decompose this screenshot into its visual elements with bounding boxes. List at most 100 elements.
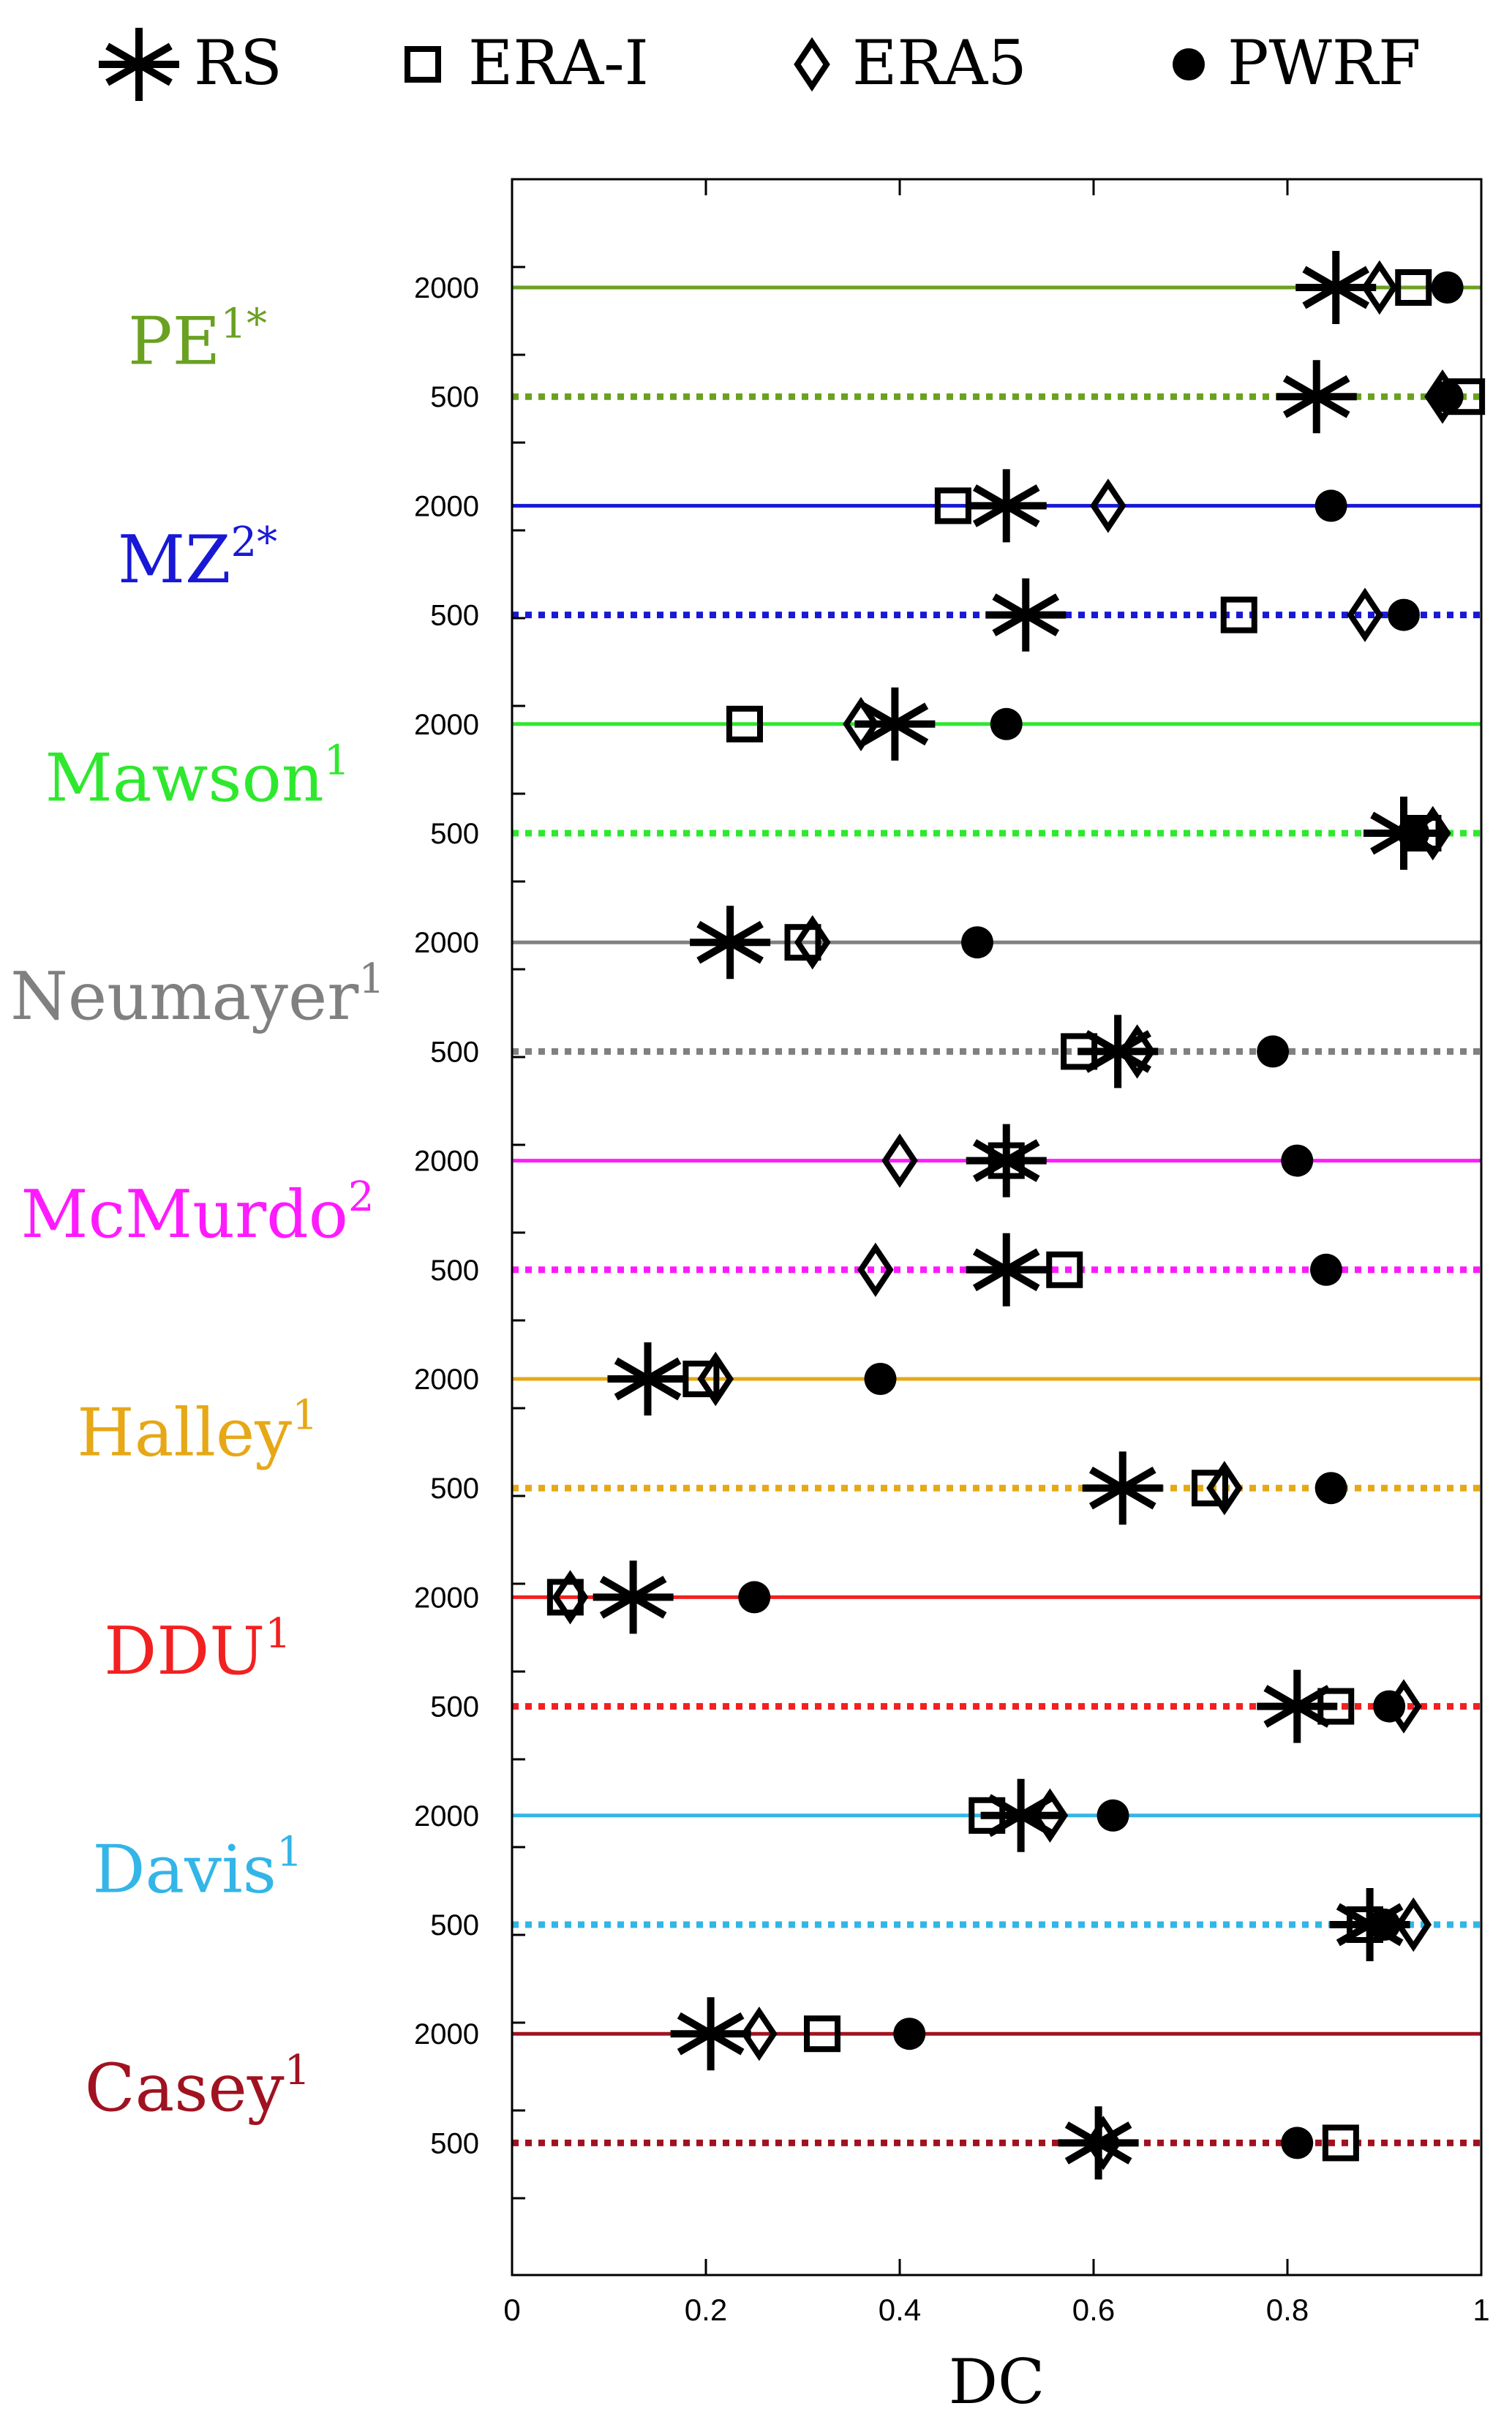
legend-item-rs: RS: [99, 27, 282, 101]
point-mcmurdo-500-era5: [857, 1242, 894, 1298]
plot-frame: [511, 178, 1483, 2277]
level-label: 500: [430, 1473, 479, 1505]
point-pe-500-pwrf: [1431, 380, 1464, 413]
legend-label-era-i: ERA-I: [468, 27, 649, 99]
point-pe-2000-rs: [1295, 251, 1377, 324]
legend-marker-era5: [794, 37, 830, 92]
point-halley-500-era-i: [1192, 1470, 1228, 1507]
point-ddu-2000-era5: [552, 1570, 589, 1625]
point-mz-2000-era-i: [934, 487, 971, 525]
point-mcmurdo-2000-rs: [966, 1124, 1047, 1198]
station-label-halley: Halley1: [77, 1392, 317, 1472]
station-label-mz: MZ2*: [118, 519, 277, 598]
station-label-mawson: Mawson1: [45, 737, 350, 816]
point-halley-500-rs: [1082, 1451, 1163, 1525]
point-casey-2000-rs: [670, 1997, 751, 2071]
x-axis-label: DC: [949, 2346, 1045, 2418]
point-casey-2000-era-i: [804, 2015, 840, 2053]
station-label-neumayer: Neumayer1: [10, 955, 385, 1035]
level-label: 2000: [414, 2018, 479, 2050]
point-pe-500-rs: [1276, 360, 1357, 434]
point-neumayer-2000-pwrf: [961, 926, 993, 959]
point-halley-2000-pwrf: [864, 1363, 897, 1395]
x-tick-label: 0.8: [1266, 2293, 1309, 2327]
point-neumayer-2000-rs: [690, 906, 771, 980]
level-label: 500: [430, 1036, 479, 1068]
point-neumayer-500-rs: [1077, 1015, 1159, 1089]
point-davis-500-pwrf: [1368, 1909, 1401, 1941]
point-mcmurdo-500-era-i: [1046, 1251, 1083, 1288]
x-axis: 0 0.2 0.4 0.6 0.8 1 DC: [503, 179, 1490, 2418]
point-mcmurdo-500-rs: [966, 1233, 1047, 1307]
level-label: 500: [430, 1909, 479, 1941]
legend-label-pwrf: PWRF: [1227, 27, 1421, 99]
point-davis-500-era5: [1395, 1897, 1432, 1952]
level-label: 2000: [414, 927, 479, 959]
point-pe-2000-era-i: [1395, 269, 1432, 306]
x-tick-label: 0: [503, 2293, 520, 2327]
legend-item-pwrf: PWRF: [1173, 27, 1421, 99]
level-label: 2000: [414, 490, 479, 522]
point-mz-500-era-i: [1220, 596, 1257, 633]
point-mawson-500-pwrf: [1397, 817, 1430, 849]
point-mz-500-pwrf: [1388, 598, 1420, 631]
point-casey-2000-pwrf: [893, 2018, 926, 2050]
point-mz-500-era5: [1347, 587, 1383, 642]
point-ddu-500-rs: [1257, 1669, 1338, 1743]
level-label: 2000: [414, 1364, 479, 1396]
level-label: 2000: [414, 1582, 479, 1614]
point-mz-2000-era5: [1090, 478, 1127, 533]
point-halley-2000-era-i: [682, 1361, 720, 1397]
plot-border: [511, 178, 1483, 2277]
point-mawson-2000-rs: [854, 687, 936, 761]
point-ddu-2000-pwrf: [738, 1581, 771, 1614]
point-casey-500-pwrf: [1281, 2127, 1314, 2159]
point-neumayer-500-era5: [1118, 1024, 1156, 1079]
point-halley-500-pwrf: [1314, 1472, 1347, 1505]
legend: RS ERA-I ERA5 PWRF: [99, 27, 1421, 101]
level-label: 2000: [414, 1800, 479, 1832]
point-halley-2000-era5: [697, 1351, 734, 1407]
point-mz-500-rs: [985, 578, 1067, 652]
point-casey-500-era5: [1085, 2116, 1122, 2170]
point-neumayer-2000-era5: [794, 914, 831, 970]
level-label: 2000: [414, 709, 479, 741]
point-casey-500-rs: [1058, 2106, 1139, 2180]
point-ddu-2000-rs: [593, 1560, 674, 1634]
point-mawson-2000-era-i: [726, 705, 763, 742]
level-label: 500: [430, 2127, 479, 2159]
x-tick-label: 1: [1472, 2293, 1489, 2327]
level-label: 500: [430, 1691, 479, 1723]
point-mcmurdo-2000-pwrf: [1281, 1144, 1314, 1177]
point-halley-500-era5: [1206, 1460, 1243, 1516]
legend-marker-pwrf: [1173, 48, 1205, 80]
point-mcmurdo-2000-era5: [881, 1133, 918, 1188]
x-tick-label: 0.4: [879, 2293, 921, 2327]
point-mz-2000-rs: [966, 469, 1047, 543]
point-davis-2000-pwrf: [1097, 1799, 1129, 1832]
station-label-ddu: DDU1: [104, 1610, 291, 1690]
level-label: 500: [430, 600, 479, 632]
level-label: 500: [430, 1255, 479, 1287]
legend-item-era5: ERA5: [794, 27, 1027, 99]
point-ddu-500-pwrf: [1373, 1690, 1406, 1723]
point-pe-2000-era5: [1361, 260, 1398, 315]
level-label: 2000: [414, 1146, 479, 1178]
point-neumayer-2000-era-i: [784, 924, 821, 961]
point-mcmurdo-2000-era-i: [988, 1142, 1025, 1179]
point-neumayer-500-pwrf: [1257, 1035, 1290, 1068]
station-label-casey: Casey1: [85, 2047, 310, 2127]
station-label-mcmurdo: McMurdo2: [20, 1173, 374, 1253]
point-mcmurdo-500-pwrf: [1310, 1253, 1342, 1286]
point-casey-500-era-i: [1322, 2124, 1359, 2162]
x-tick-label: 0.2: [685, 2293, 727, 2327]
legend-label-rs: RS: [194, 27, 282, 99]
station-label-pe: PE1*: [128, 301, 267, 380]
legend-item-era-i: ERA-I: [405, 27, 649, 99]
point-mawson-2000-era5: [843, 696, 879, 752]
level-label: 2000: [414, 272, 479, 304]
level-lines: [512, 285, 1481, 2146]
level-label: 500: [430, 818, 479, 850]
point-halley-2000-rs: [607, 1342, 688, 1415]
